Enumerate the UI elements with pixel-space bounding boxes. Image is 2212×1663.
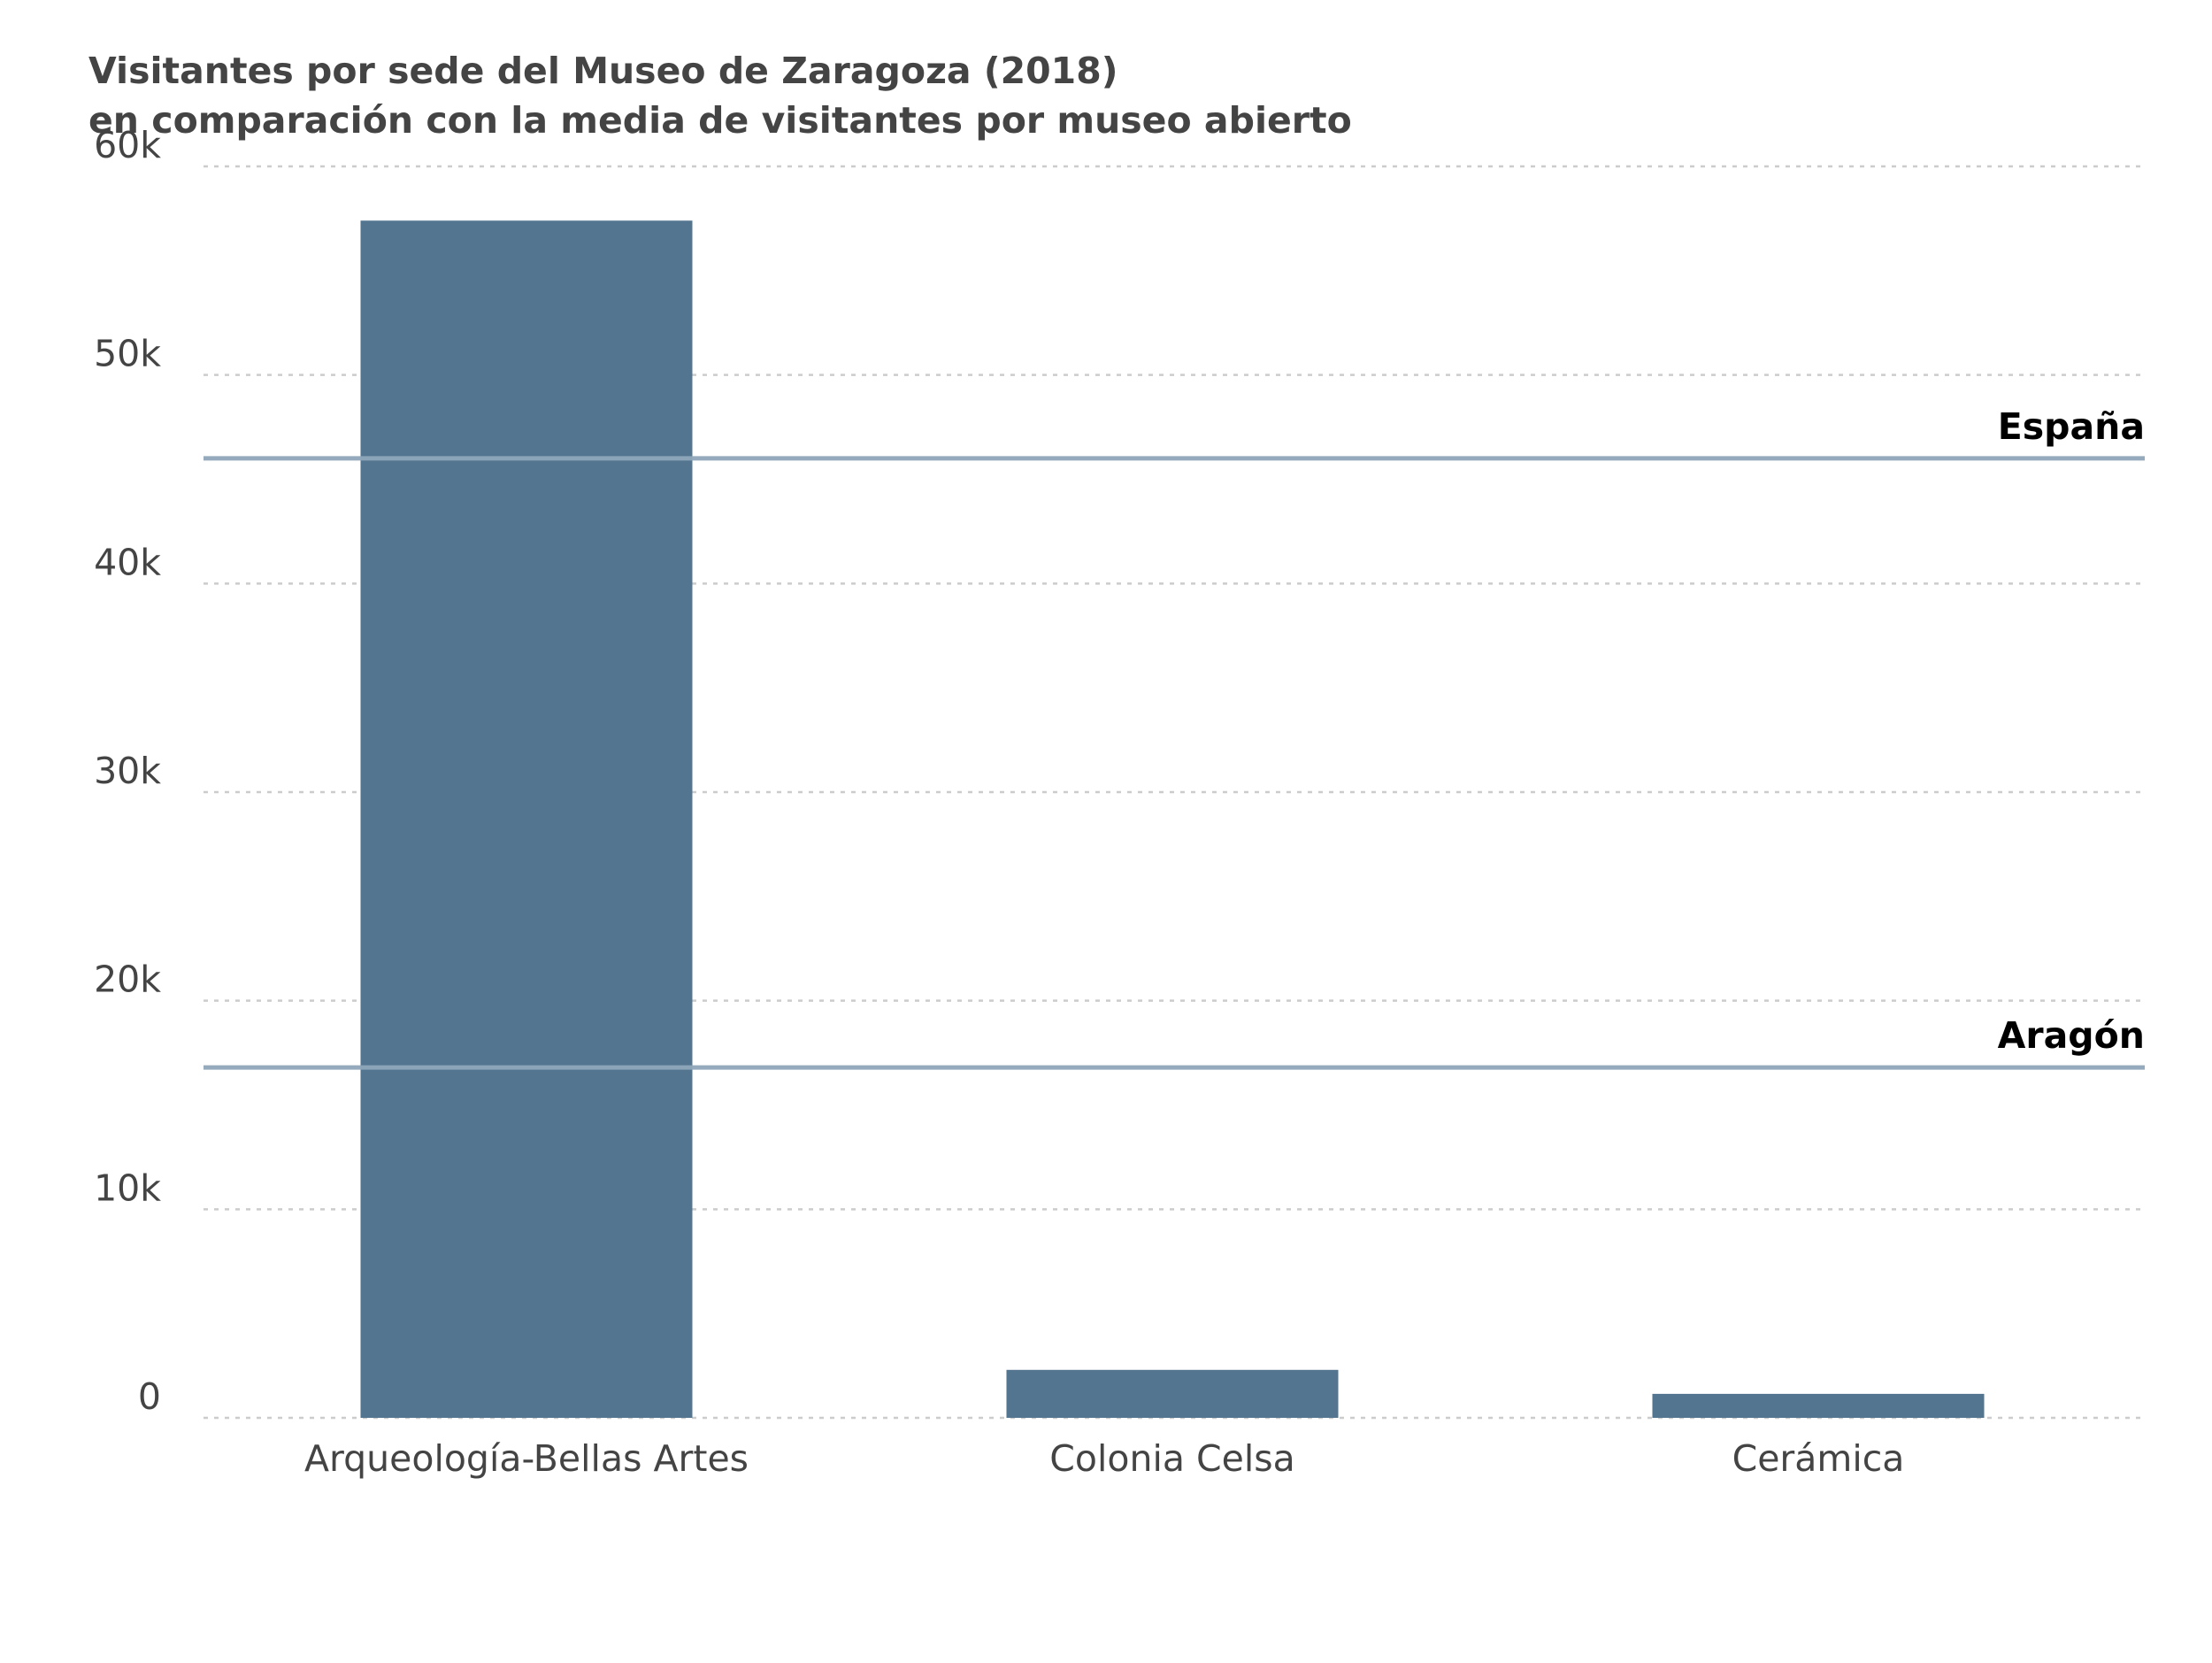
reference-line-layer: España Aragón: [204, 405, 2145, 1070]
bar: [1652, 1393, 1985, 1418]
x-tick-label: Cerámica: [1732, 1437, 1905, 1480]
y-tick-label: 20k: [94, 959, 161, 1001]
y-tick-label: 60k: [94, 124, 161, 166]
reference-line-label: Aragón: [1998, 1014, 2145, 1057]
x-tick-label: Arqueología-Bellas Artes: [304, 1437, 749, 1480]
x-tick-label: Colonia Celsa: [1049, 1437, 1294, 1480]
y-tick-label: 10k: [94, 1166, 161, 1209]
x-axis: Arqueología-Bellas Artes Colonia Celsa Cer…: [304, 1437, 1904, 1480]
y-tick-label: 50k: [94, 333, 161, 375]
y-axis: 0 10k 20k 30k 40k 50k 60k: [94, 124, 161, 1418]
reference-line-label: España: [1998, 405, 2145, 448]
chart-title: Visitantes por sede del Museo de Zaragoz…: [88, 50, 1118, 92]
y-tick-label: 0: [138, 1375, 161, 1418]
bar-layer: [360, 220, 1985, 1419]
y-tick-label: 40k: [94, 541, 161, 583]
y-tick-label: 30k: [94, 750, 161, 792]
bar: [1006, 1369, 1339, 1418]
bar: [360, 220, 693, 1419]
chart-subtitle: en comparación con la media de visitante…: [88, 99, 1352, 142]
